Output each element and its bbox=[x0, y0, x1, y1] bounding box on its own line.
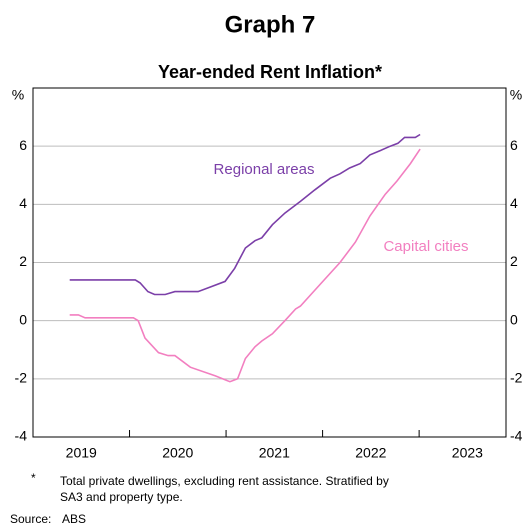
source-label: Source: bbox=[10, 512, 51, 526]
y2-tick-label: -4 bbox=[510, 428, 523, 444]
y-tick-label: 4 bbox=[19, 195, 27, 211]
y-tick-label: -2 bbox=[15, 370, 28, 386]
footnote: Total private dwellings, excluding rent … bbox=[60, 474, 389, 488]
series-label: Regional areas bbox=[214, 161, 315, 178]
footnote: SA3 and property type. bbox=[60, 490, 183, 504]
y2-unit: % bbox=[510, 87, 522, 103]
plot-frame bbox=[32, 87, 507, 438]
series-label: Capital cities bbox=[383, 238, 468, 255]
y2-tick-label: 4 bbox=[510, 195, 518, 211]
y2-tick-label: 6 bbox=[510, 137, 518, 153]
x-tick-label: 2020 bbox=[162, 445, 193, 461]
y-unit: % bbox=[12, 87, 24, 103]
y2-tick-label: 0 bbox=[510, 311, 518, 327]
chart-title: Graph 7 bbox=[225, 11, 316, 38]
chart-subtitle: Year-ended Rent Inflation* bbox=[158, 62, 382, 82]
x-tick-label: 2022 bbox=[355, 445, 386, 461]
y-tick-label: -4 bbox=[15, 428, 28, 444]
x-tick-label: 2023 bbox=[452, 445, 483, 461]
y-tick-label: 0 bbox=[19, 311, 27, 327]
series-line bbox=[69, 148, 421, 383]
y2-tick-label: -2 bbox=[510, 370, 523, 386]
source: ABS bbox=[62, 512, 86, 526]
x-tick-label: 2019 bbox=[66, 445, 97, 461]
series-line bbox=[69, 133, 421, 296]
y2-tick-label: 2 bbox=[510, 253, 518, 269]
footnote-marker: * bbox=[31, 471, 36, 485]
x-tick-label: 2021 bbox=[259, 445, 290, 461]
y-tick-label: 6 bbox=[19, 137, 27, 153]
y-tick-label: 2 bbox=[19, 253, 27, 269]
